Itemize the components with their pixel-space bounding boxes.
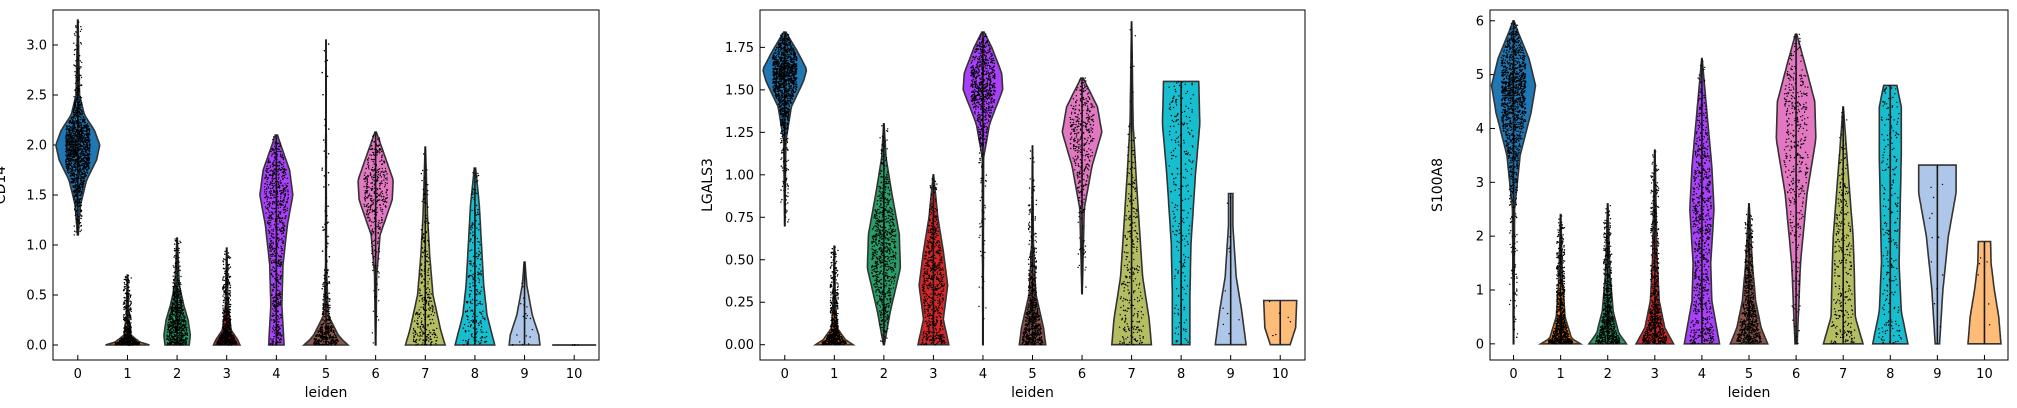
y-tick-label: 0.25 <box>725 296 754 311</box>
x-axis-label: leiden <box>305 385 348 401</box>
x-tick-label: 10 <box>1272 367 1289 382</box>
y-tick-label: 2 <box>1476 230 1484 245</box>
x-tick-label: 6 <box>1792 367 1800 382</box>
x-tick-label: 0 <box>1509 367 1517 382</box>
y-tick-label: 3.0 <box>26 39 47 54</box>
x-tick-label: 6 <box>371 367 379 382</box>
y-tick-label: 1.5 <box>26 189 47 204</box>
y-tick-label: 1 <box>1476 284 1484 299</box>
y-tick-label: 3 <box>1476 176 1484 191</box>
y-axis-label: LGALS3 <box>700 158 716 212</box>
x-tick-label: 5 <box>1028 367 1036 382</box>
panel-cd14: 0.0 0.5 1.0 1.5 2.0 2.5 3.0 0 1 2 3 4 5 6 7 8 9 10 leiden C… <box>0 10 599 401</box>
x-tick-label: 3 <box>929 367 937 382</box>
x-tick-label: 1 <box>1556 367 1564 382</box>
y-tick-label: 2.5 <box>26 89 47 104</box>
x-tick-label: 2 <box>173 367 181 382</box>
x-tick-label: 7 <box>1839 367 1847 382</box>
x-axis-label: leiden <box>1728 385 1771 401</box>
y-tick-label: 0.00 <box>725 338 754 353</box>
x-tick-label: 0 <box>74 367 82 382</box>
y-axis-label: S100A8 <box>1430 158 1446 212</box>
y-tick-label: 1.75 <box>725 41 754 56</box>
x-tick-label: 9 <box>1933 367 1941 382</box>
y-tick-label: 4 <box>1476 122 1484 137</box>
x-tick-label: 3 <box>1651 367 1659 382</box>
x-tick-label: 7 <box>421 367 429 382</box>
x-tick-label: 4 <box>979 367 987 382</box>
y-tick-label: 0 <box>1476 337 1484 352</box>
x-tick-label: 9 <box>520 367 528 382</box>
panel-lgals3: 0.00 0.25 0.50 0.75 1.00 1.25 1.50 1.75 0 1 2 3 4 5 6 7… <box>700 10 1305 401</box>
x-tick-label: 5 <box>1745 367 1753 382</box>
y-tick-label: 1.00 <box>725 168 754 183</box>
x-tick-label: 5 <box>322 367 330 382</box>
y-tick-label: 5 <box>1476 68 1484 83</box>
x-tick-label: 1 <box>830 367 838 382</box>
x-tick-label: 2 <box>880 367 888 382</box>
x-tick-label: 8 <box>1177 367 1185 382</box>
y-tick-label: 0.0 <box>26 339 47 354</box>
x-tick-label: 10 <box>566 367 583 382</box>
violin-points <box>572 344 579 345</box>
y-tick-label: 0.50 <box>725 253 754 268</box>
y-tick-label: 0.5 <box>26 289 47 304</box>
x-tick-label: 10 <box>1976 367 1993 382</box>
x-tick-label: 1 <box>123 367 131 382</box>
x-tick-label: 7 <box>1127 367 1135 382</box>
y-tick-label: 1.25 <box>725 126 754 141</box>
y-tick-label: 1.0 <box>26 239 47 254</box>
x-tick-label: 4 <box>272 367 280 382</box>
x-axis-label: leiden <box>1011 385 1054 401</box>
x-tick-label: 8 <box>471 367 479 382</box>
panel-s100a8: 0 1 2 3 4 5 6 0 1 2 3 4 5 6 7 8 9 10 leiden S100A8 <box>1430 10 2008 401</box>
y-tick-label: 2.0 <box>26 139 47 154</box>
x-tick-label: 3 <box>223 367 231 382</box>
x-tick-label: 2 <box>1604 367 1612 382</box>
x-tick-label: 0 <box>781 367 789 382</box>
x-tick-label: 6 <box>1078 367 1086 382</box>
x-tick-label: 8 <box>1886 367 1894 382</box>
y-tick-label: 0.75 <box>725 211 754 226</box>
x-tick-label: 9 <box>1227 367 1235 382</box>
y-tick-label: 6 <box>1476 14 1484 29</box>
y-axis-label: CD14 <box>0 166 9 204</box>
x-tick-label: 4 <box>1698 367 1706 382</box>
y-tick-label: 1.50 <box>725 83 754 98</box>
